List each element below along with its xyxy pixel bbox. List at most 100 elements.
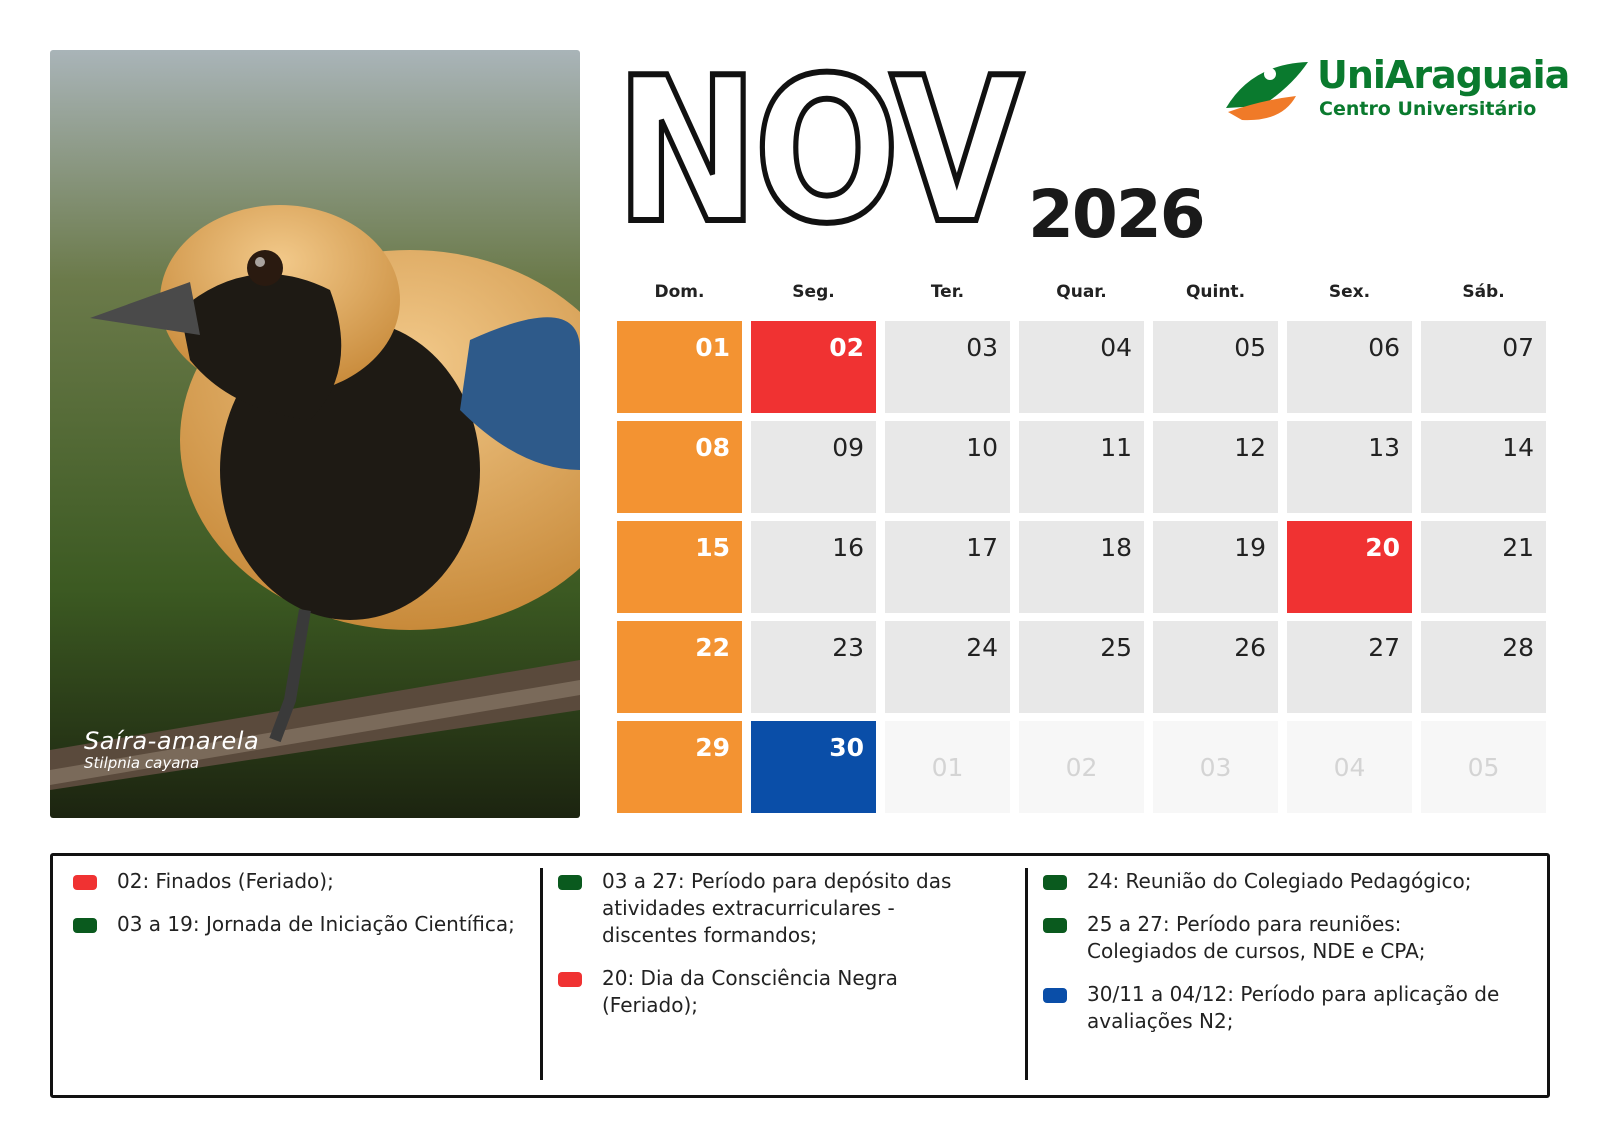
day-number: 05 (1234, 333, 1266, 362)
day-number: 20 (1365, 533, 1400, 562)
day-number: 04 (1333, 753, 1366, 782)
brand-subtitle: Centro Universitário (1319, 98, 1537, 120)
day-cell: 15 (617, 521, 742, 613)
day-number: 12 (1234, 433, 1266, 462)
bird-illustration (50, 50, 580, 818)
day-number: 26 (1234, 633, 1266, 662)
day-number: 22 (695, 633, 730, 662)
legend-swatch (73, 875, 97, 890)
day-cell: 01 (885, 721, 1010, 813)
day-number: 25 (1100, 633, 1132, 662)
day-cell: 04 (1287, 721, 1412, 813)
day-cell: 16 (751, 521, 876, 613)
day-cell: 01 (617, 321, 742, 413)
day-number: 23 (832, 633, 864, 662)
day-number: 14 (1502, 433, 1534, 462)
day-cell: 02 (1019, 721, 1144, 813)
day-number: 27 (1368, 633, 1400, 662)
weekday-header: Sáb. (1462, 282, 1505, 302)
day-cell: 18 (1019, 521, 1144, 613)
legend-text: 02: Finados (Feriado); (117, 869, 334, 893)
day-cell: 12 (1153, 421, 1278, 513)
day-number: 15 (695, 533, 730, 562)
legend-text: 03 a 27: Período para depósito das ativi… (602, 869, 952, 947)
day-number: 08 (695, 433, 730, 462)
year-title: 2026 (1028, 176, 1206, 253)
day-cell: 20 (1287, 521, 1412, 613)
legend-swatch (558, 875, 582, 890)
day-cell: 13 (1287, 421, 1412, 513)
photo: Saíra-amarela Stilpnia cayana (50, 50, 580, 818)
day-cell: 29 (617, 721, 742, 813)
legend-swatch (558, 972, 582, 987)
day-number: 18 (1100, 533, 1132, 562)
logo-mark (1226, 62, 1308, 121)
day-number: 17 (966, 533, 998, 562)
day-cell: 25 (1019, 621, 1144, 713)
legend-item: 20: Dia da Consciência Negra (Feriado); (558, 965, 978, 1019)
legend-swatch (73, 918, 97, 933)
legend-text: 25 a 27: Período para reuniões: Colegiad… (1087, 912, 1426, 963)
weekday-header: Seg. (792, 282, 835, 302)
legend-item: 30/11 a 04/12: Período para aplicação de… (1043, 981, 1513, 1035)
day-cell: 02 (751, 321, 876, 413)
legend-separator (1025, 868, 1028, 1080)
weekday-header: Quint. (1185, 282, 1246, 302)
day-number: 24 (966, 633, 998, 662)
day-cell: 09 (751, 421, 876, 513)
day-cell: 03 (1153, 721, 1278, 813)
legend-column: 03 a 27: Período para depósito das ativi… (558, 868, 978, 1035)
photo-scientific-name: Stilpnia cayana (84, 754, 200, 772)
day-number: 21 (1502, 533, 1534, 562)
day-number: 04 (1100, 333, 1132, 362)
legend-text: 03 a 19: Jornada de Iniciação Científica… (117, 912, 515, 936)
day-cell: 03 (885, 321, 1010, 413)
day-cell: 06 (1287, 321, 1412, 413)
legend-separator (540, 868, 543, 1080)
day-cell: 19 (1153, 521, 1278, 613)
legend-item: 02: Finados (Feriado); (73, 868, 543, 895)
day-number: 06 (1368, 333, 1400, 362)
legend-item: 25 a 27: Período para reuniões: Colegiad… (1043, 911, 1513, 965)
legend-item: 03 a 27: Período para depósito das ativi… (558, 868, 978, 949)
day-number: 01 (695, 333, 730, 362)
day-number: 03 (1199, 753, 1232, 782)
day-cell: 08 (617, 421, 742, 513)
day-cell: 22 (617, 621, 742, 713)
day-cell: 26 (1153, 621, 1278, 713)
day-cell: 21 (1421, 521, 1546, 613)
day-number: 02 (1065, 753, 1098, 782)
day-number: 01 (931, 753, 964, 782)
day-cell: 17 (885, 521, 1010, 613)
day-number: 05 (1467, 753, 1500, 782)
weekday-header: Quar. (1056, 282, 1107, 302)
day-number: 03 (966, 333, 998, 362)
legend-box: 02: Finados (Feriado); 03 a 19: Jornada d… (50, 853, 1550, 1098)
day-number: 09 (832, 433, 864, 462)
photo-caption: Saíra-amarela (84, 727, 260, 755)
month-title: NOV (612, 35, 1026, 268)
day-cell: 04 (1019, 321, 1144, 413)
day-number: 29 (695, 733, 730, 762)
weekday-header: Ter. (930, 282, 965, 302)
day-number: 10 (966, 433, 998, 462)
legend-column: 02: Finados (Feriado); 03 a 19: Jornada d… (73, 868, 543, 954)
day-cell: 30 (751, 721, 876, 813)
legend-item: 24: Reunião do Colegiado Pedagógico; (1043, 868, 1513, 895)
day-number: 28 (1502, 633, 1534, 662)
day-number: 19 (1234, 533, 1266, 562)
legend-swatch (1043, 875, 1067, 890)
legend-text: 30/11 a 04/12: Período para aplicação de… (1087, 982, 1500, 1033)
day-cell: 24 (885, 621, 1010, 713)
day-cell: 28 (1421, 621, 1546, 713)
day-cell: 11 (1019, 421, 1144, 513)
day-number: 16 (832, 533, 864, 562)
legend-item: 03 a 19: Jornada de Iniciação Científica… (73, 911, 543, 938)
day-cell: 10 (885, 421, 1010, 513)
day-cell: 05 (1421, 721, 1546, 813)
day-cell: 27 (1287, 621, 1412, 713)
legend-column: 24: Reunião do Colegiado Pedagógico; 25 a… (1043, 868, 1513, 1051)
legend-text: 20: Dia da Consciência Negra (Feriado); (602, 966, 898, 1017)
weekday-header: Sex. (1328, 282, 1371, 302)
